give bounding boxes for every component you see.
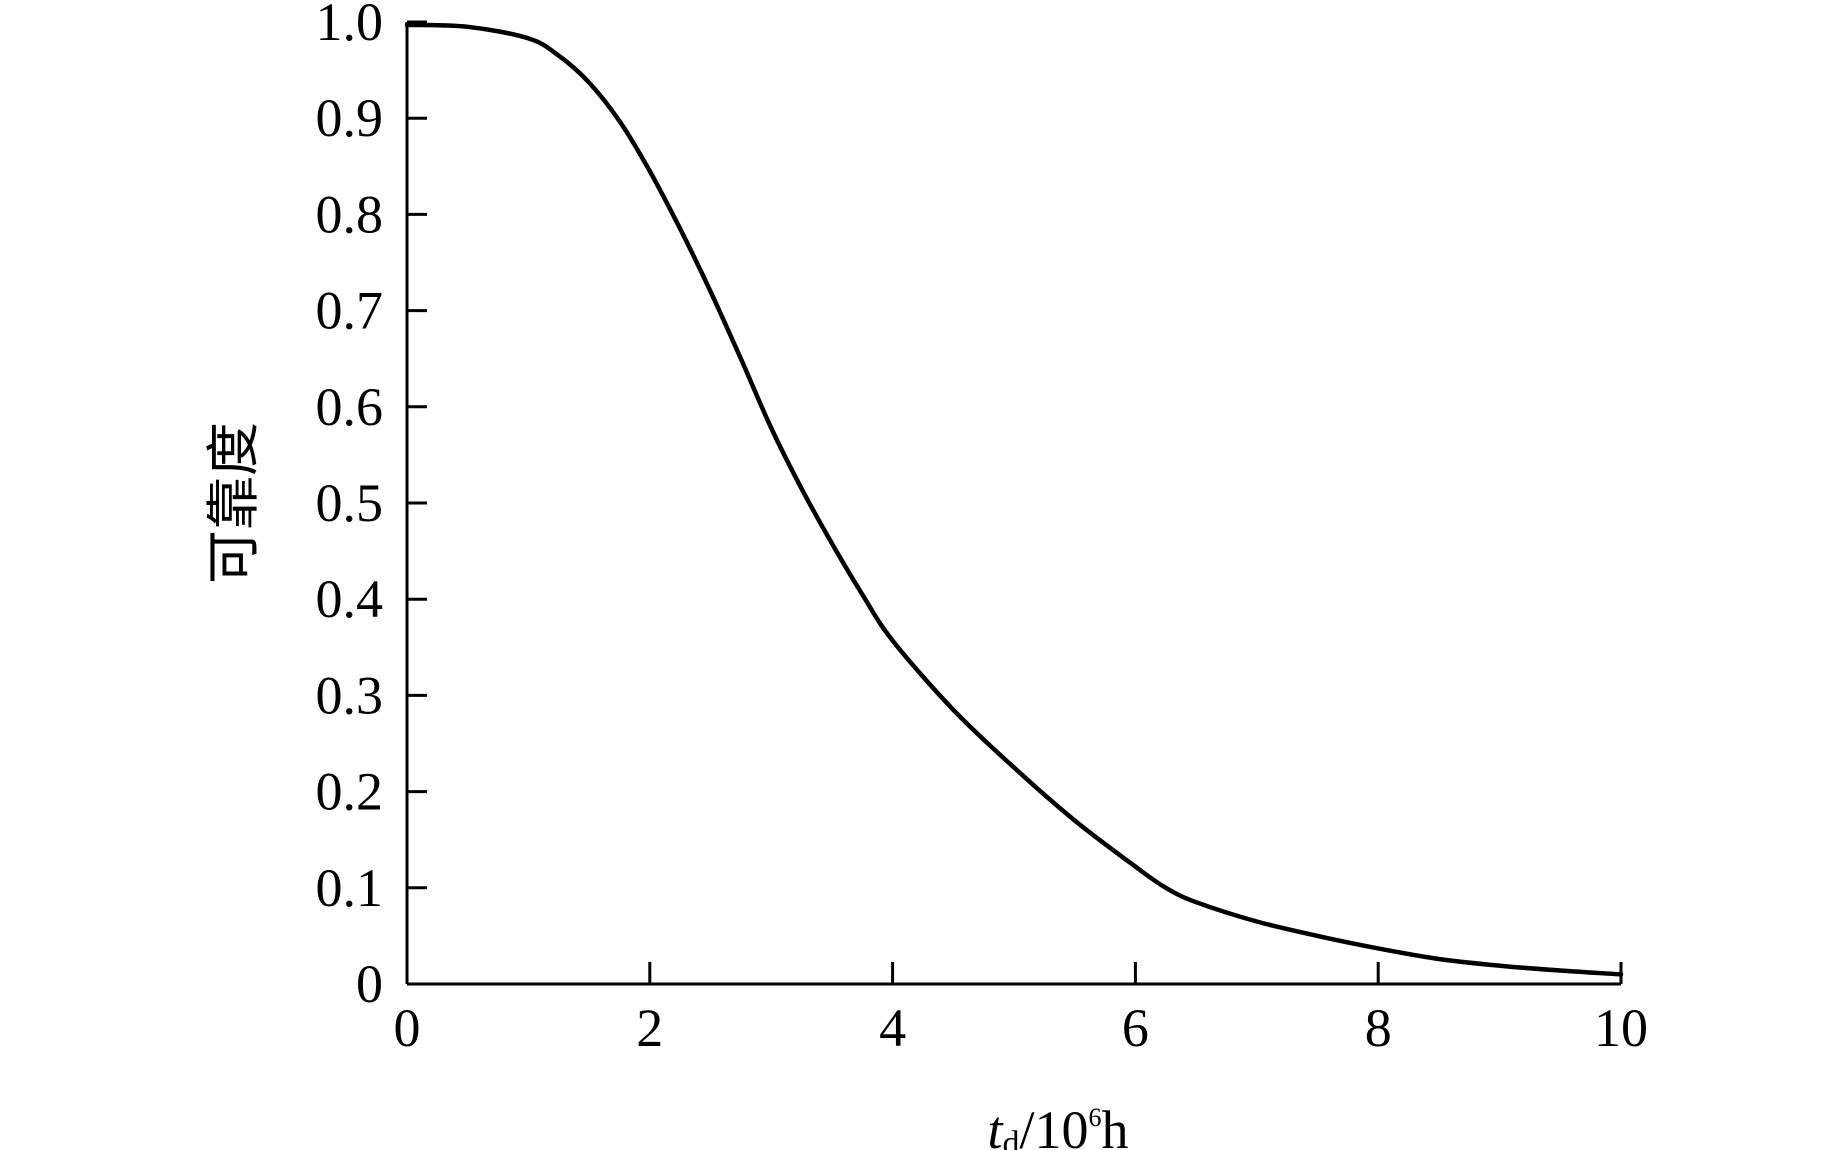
x-tick-label: 10 <box>1594 998 1648 1058</box>
y-tick-label: 0.1 <box>316 858 384 918</box>
y-tick-label: 0 <box>356 954 383 1014</box>
x-tick-label: 4 <box>879 998 906 1058</box>
x-tick-label: 0 <box>394 998 421 1058</box>
y-tick-label: 0.5 <box>316 473 384 533</box>
y-axis-title: 可靠度 <box>204 422 264 584</box>
x-ticks: 0 2 4 6 8 10 <box>394 962 1648 1058</box>
x-axis-title-unit-prefix: /10 <box>1020 1100 1089 1150</box>
x-axis-title-unit-suffix: h <box>1102 1100 1129 1150</box>
y-tick-label: 0.6 <box>316 377 384 437</box>
x-tick-label: 6 <box>1122 998 1149 1058</box>
y-tick-label: 0.4 <box>316 569 384 629</box>
y-tick-label: 0.9 <box>316 88 384 148</box>
y-tick-label: 1.0 <box>316 0 384 52</box>
y-ticks: 0 0.1 0.2 0.3 0.4 0.5 0.6 0.7 0.8 0.9 1.0 <box>316 0 427 1014</box>
y-tick-label: 0.8 <box>316 184 384 244</box>
x-tick-label: 8 <box>1365 998 1392 1058</box>
x-axis-title-subscript: d <box>1003 1125 1020 1150</box>
x-axis-title-superscript: 6 <box>1089 1103 1102 1132</box>
y-tick-label: 0.7 <box>316 281 384 341</box>
x-tick-label: 2 <box>636 998 663 1058</box>
axes <box>405 22 1621 986</box>
x-axis-title-main: t <box>987 1100 1004 1150</box>
y-tick-label: 0.3 <box>316 665 384 725</box>
x-axis-title: td/106h <box>987 1100 1128 1150</box>
reliability-curve <box>404 22 1624 977</box>
y-tick-label: 0.2 <box>316 762 384 822</box>
